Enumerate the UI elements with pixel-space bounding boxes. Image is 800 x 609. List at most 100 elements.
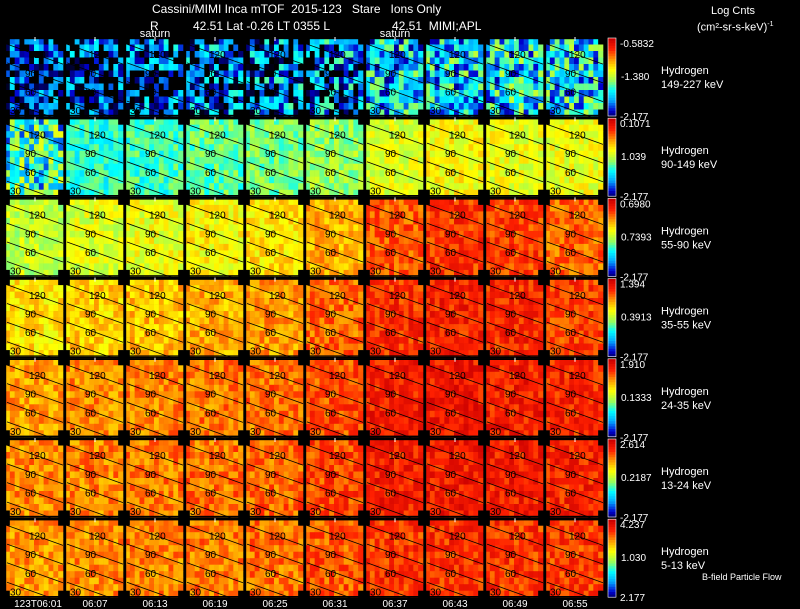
heatmap-cell [398,237,404,245]
heatmap-cell [533,263,539,271]
heatmap-cell [569,103,575,110]
heatmap-cell [278,230,284,238]
heatmap-cell [353,217,359,225]
heatmap-cell [434,109,440,117]
heatmap-cell [19,51,25,58]
heatmap-cell [178,224,184,232]
heatmap-cell [449,198,455,206]
heatmap-cell [79,298,85,305]
heatmap-cell [374,224,380,232]
heatmap-cell [38,70,44,78]
heatmap-cell [103,144,109,151]
heatmap-cell [369,183,375,190]
heatmap-cell [523,237,529,245]
heatmap-cell [65,250,71,258]
heatmap-cell [218,118,224,125]
heatmap-cell [394,64,400,71]
heatmap-cell [9,157,15,164]
heatmap-cell [29,230,35,238]
heatmap-cell [338,38,344,45]
contour-line [306,241,364,263]
heatmap-cell [113,291,119,299]
heatmap-cell [48,124,54,132]
heatmap-cell [353,198,359,206]
heatmap-cell [259,176,265,184]
heatmap-cell [5,124,11,132]
heatmap-cell [149,237,155,245]
heatmap-cell [288,263,294,271]
heatmap-cell [204,64,210,71]
heatmap-cell [418,189,424,197]
heatmap-cell [408,237,414,245]
heatmap-cell [499,70,505,78]
heatmap-cell [9,204,15,212]
heatmap-cell [283,77,289,84]
heatmap-cell [489,83,495,91]
heatmap-cell [413,198,419,206]
heatmap-cell [559,256,565,264]
heatmap-cell [518,57,524,65]
heatmap-cell [178,176,184,184]
heatmap-cell [223,189,229,197]
heatmap-cell [74,291,80,299]
heatmap-cell [168,217,174,225]
heatmap-cell [574,64,580,71]
heatmap-cell [149,211,155,219]
heatmap-cell [168,183,174,190]
heatmap-cell [53,70,59,78]
heatmap-cell [43,131,49,138]
heatmap-cell [98,224,104,232]
heatmap-cell [343,103,349,110]
heatmap-cell [494,51,500,58]
heatmap-cell [309,269,315,277]
heatmap-cell [48,118,54,125]
heatmap-cell [134,118,140,125]
heatmap-cell [178,263,184,271]
heatmap-cell [305,269,311,277]
heatmap-cell [185,230,191,238]
heatmap-cell [228,157,234,164]
heatmap-cell [53,118,59,125]
heatmap-cell [353,256,359,264]
heatmap-cell [9,298,15,305]
heatmap-cell [374,269,380,277]
contour-line [306,62,364,84]
heatmap-cell [218,163,224,171]
heatmap-cell [578,189,584,197]
heatmap-cell [338,250,344,258]
heatmap-cell [125,250,131,258]
heatmap-cell [538,250,544,258]
heatmap-cell [5,70,11,78]
heatmap-cell [528,124,534,132]
heatmap-cell [214,198,220,206]
heatmap-cell [509,163,515,171]
heatmap-cell [314,77,320,84]
heatmap-cell [533,83,539,91]
heatmap-cell [353,70,359,78]
heatmap-cell [499,90,505,97]
heatmap-cell [264,198,270,206]
heatmap-cell [158,144,164,151]
heatmap-cell [588,64,594,71]
heatmap-cell [458,118,464,125]
contour-label: 30 [10,267,22,278]
heatmap-cell [223,217,229,225]
heatmap-cell [425,217,431,225]
heatmap-cell [194,157,200,164]
heatmap-cell [574,44,580,52]
heatmap-cell [298,243,304,251]
heatmap-cell [209,163,215,171]
heatmap-cell [29,109,35,117]
heatmap-cell [449,150,455,158]
heatmap-cell [269,83,275,91]
heatmap-cell [178,57,184,65]
heatmap-cell [418,211,424,219]
heatmap-cell [518,230,524,238]
heatmap-cell [578,183,584,190]
heatmap-cell [384,44,390,52]
heatmap-cell [398,44,404,52]
heatmap-cell [319,118,325,125]
heatmap-cell [434,144,440,151]
